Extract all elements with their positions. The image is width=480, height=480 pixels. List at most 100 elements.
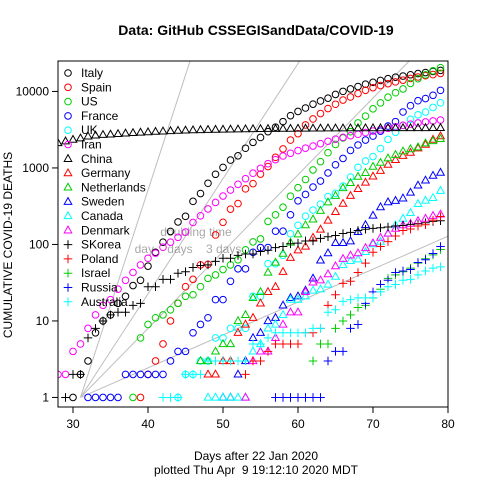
data-point	[361, 136, 370, 144]
data-point	[361, 80, 370, 89]
data-point	[316, 97, 325, 105]
legend-label: Iran	[81, 138, 102, 152]
data-point	[309, 183, 317, 191]
data-point	[211, 356, 220, 366]
data-point	[196, 370, 205, 379]
data-point	[241, 265, 250, 273]
data-point	[354, 89, 362, 98]
data-point	[75, 133, 86, 142]
data-point	[286, 192, 295, 201]
data-point	[345, 177, 356, 186]
data-point	[166, 275, 175, 284]
data-point	[391, 73, 400, 81]
data-point	[158, 126, 168, 135]
data-point	[234, 152, 242, 160]
data-point	[129, 370, 137, 379]
data-point	[330, 271, 341, 280]
data-point	[189, 290, 197, 299]
data-point	[435, 185, 446, 194]
data-point	[339, 154, 347, 163]
data-point	[226, 205, 235, 213]
data-point	[255, 123, 266, 133]
data-point	[241, 249, 250, 259]
data-point	[114, 299, 122, 308]
data-point	[346, 93, 355, 101]
legend-label: Australia	[81, 295, 128, 309]
data-point	[98, 316, 108, 326]
data-point	[144, 254, 152, 263]
data-point	[136, 393, 145, 402]
data-point	[339, 87, 347, 96]
data-point	[420, 175, 431, 184]
data-point	[211, 257, 220, 266]
legend-item-netherlands: Netherlands	[63, 180, 146, 194]
data-point	[159, 238, 167, 246]
data-point	[324, 137, 332, 146]
data-point	[315, 275, 326, 284]
data-point	[316, 109, 325, 118]
data-point	[294, 107, 302, 116]
data-point	[293, 238, 303, 248]
data-point	[159, 340, 167, 348]
legend-label: Russia	[81, 281, 118, 295]
data-point	[181, 212, 190, 221]
data-point	[203, 392, 213, 401]
legend-item-sweden: Sweden	[63, 195, 124, 209]
data-point	[263, 333, 273, 343]
data-point	[173, 125, 183, 134]
data-point	[391, 88, 400, 97]
data-point	[308, 285, 318, 294]
legend-marker	[63, 268, 73, 278]
legend-label: Israel	[81, 266, 110, 280]
data-point	[256, 164, 265, 173]
legend-label: China	[81, 152, 113, 166]
data-point	[225, 124, 236, 133]
legend: ItalySpainUSFranceUKIranChinaGermanyNeth…	[63, 66, 146, 309]
data-point	[435, 130, 446, 140]
data-point	[264, 162, 272, 171]
data-point	[189, 328, 197, 337]
data-point	[249, 179, 257, 188]
data-point	[368, 210, 378, 219]
y-tick-label: 10	[36, 314, 50, 328]
data-point	[399, 121, 407, 130]
data-point	[414, 119, 422, 127]
data-point	[219, 265, 227, 274]
data-point	[196, 282, 205, 291]
data-point	[58, 137, 63, 147]
data-point	[391, 221, 400, 231]
legend-label: Spain	[81, 80, 112, 94]
data-point	[308, 356, 318, 366]
data-point	[330, 190, 341, 199]
data-point	[361, 86, 370, 95]
data-point	[218, 356, 228, 366]
data-point	[271, 259, 280, 268]
data-point	[293, 294, 303, 303]
data-point	[248, 123, 258, 133]
data-point	[173, 268, 183, 278]
data-point	[361, 224, 370, 234]
data-point	[99, 301, 107, 310]
data-point	[196, 320, 205, 329]
data-point	[375, 232, 386, 241]
data-point	[219, 218, 227, 227]
data-point	[248, 249, 258, 259]
data-point	[99, 393, 107, 402]
data-point	[421, 220, 430, 230]
data-point	[286, 149, 295, 158]
data-point	[248, 339, 258, 349]
data-point	[158, 393, 168, 402]
data-point	[106, 295, 115, 304]
data-point	[323, 247, 333, 257]
data-point	[233, 327, 243, 336]
x-tick-label: 40	[141, 417, 155, 431]
data-point	[278, 123, 288, 132]
data-point	[354, 141, 362, 149]
data-point	[240, 309, 251, 319]
data-point	[278, 339, 288, 349]
legend-marker	[63, 254, 73, 264]
data-point	[406, 224, 415, 234]
legend-item-iran: Iran	[64, 138, 102, 152]
data-point	[83, 131, 93, 140]
